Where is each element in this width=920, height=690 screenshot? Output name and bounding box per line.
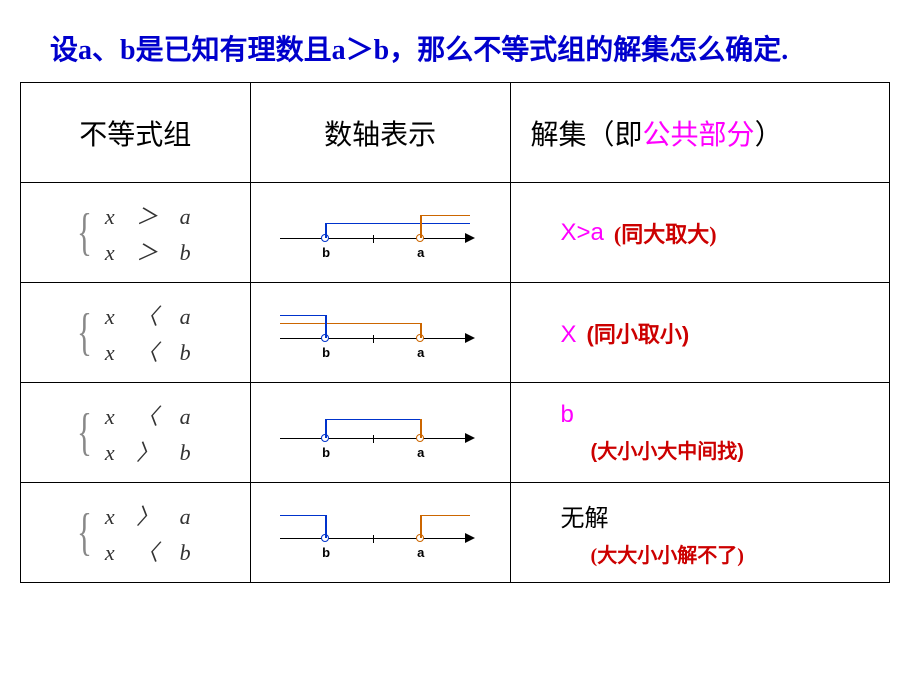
h3-prefix: 解集（即 — [531, 120, 643, 151]
inequality-1: x 〈 a — [105, 297, 199, 333]
inequality-1: x 〉 a — [105, 497, 199, 533]
table-row: {x 〈 ax 〉 bbab(大小小大中间找) — [21, 383, 890, 483]
number-line: ba — [270, 403, 490, 463]
t-sep: 、 — [92, 35, 120, 66]
mnemonic-text: (大小小大中间找) — [531, 429, 889, 464]
label-b: b — [322, 445, 330, 460]
title-block: 设a、b是已知有理数且a＞b，那么不等式组的解集怎么确定. — [0, 0, 920, 82]
t-suffix: ，那么不等式组的解集怎么确定. — [389, 35, 788, 66]
t-cond: a＞b — [332, 35, 390, 66]
solution-text: X>a — [531, 219, 604, 247]
solution-text: 无解 — [531, 505, 609, 532]
mnemonic-text: (同小取小) — [577, 322, 690, 347]
numberline-cell: ba — [250, 183, 510, 283]
t-a: a — [78, 35, 92, 66]
inequality-2: x 〈 b — [105, 333, 199, 369]
label-a: a — [417, 545, 424, 560]
numberline-cell: ba — [250, 383, 510, 483]
h3-suffix: ） — [755, 120, 783, 151]
label-a: a — [417, 245, 424, 260]
header-solution: 解集（即公共部分） — [510, 83, 889, 183]
label-b: b — [322, 245, 330, 260]
solution-cell: X(同小取小) — [510, 283, 889, 383]
label-a: a — [417, 445, 424, 460]
inequality-group-cell: { x 〉 ax 〈 b — [21, 483, 251, 583]
brace-icon: { — [77, 312, 92, 354]
t-b: b — [120, 35, 136, 66]
number-line: ba — [270, 503, 490, 563]
inequality-1: x ＞ a — [105, 197, 199, 233]
brace-icon: { — [77, 212, 92, 254]
table-row: {x ＞ ax ＞ bbaX>a(同大取大) — [21, 183, 890, 283]
solution-cell: 无解(大大小小解不了) — [510, 483, 889, 583]
page-title: 设a、b是已知有理数且a＞b，那么不等式组的解集怎么确定. — [50, 30, 880, 72]
inequality-group-cell: { x 〈 ax 〈 b — [21, 283, 251, 383]
table-header-row: 不等式组 数轴表示 解集（即公共部分） — [21, 83, 890, 183]
solution-text: X(同小取小) — [531, 317, 690, 349]
inequality-2: x ＞ b — [105, 233, 199, 269]
t-prefix: 设 — [50, 35, 78, 66]
inequality-group-cell: { x 〈 ax 〉 b — [21, 383, 251, 483]
brace-icon: { — [77, 412, 92, 454]
h3-highlight: 公共部分 — [643, 120, 755, 151]
t-mid: 是已知有理数且 — [136, 35, 332, 66]
solution-text: b(大小小大中间找) — [531, 401, 889, 464]
number-line: ba — [270, 203, 490, 263]
header-numberline: 数轴表示 — [250, 83, 510, 183]
number-line: ba — [270, 303, 490, 363]
inequality-2: x 〈 b — [105, 533, 199, 569]
inequality-group-cell: { x ＞ ax ＞ b — [21, 183, 251, 283]
numberline-cell: ba — [250, 283, 510, 383]
inequality-2: x 〉 b — [105, 433, 199, 469]
mnemonic-text: (同大取大) — [604, 217, 717, 249]
inequality-table: 不等式组 数轴表示 解集（即公共部分） {x ＞ ax ＞ bbaX>a(同大取… — [20, 82, 890, 583]
brace-icon: { — [77, 512, 92, 554]
solution-cell: b(大小小大中间找) — [510, 383, 889, 483]
header-inequality-group: 不等式组 — [21, 83, 251, 183]
label-b: b — [322, 345, 330, 360]
inequality-1: x 〈 a — [105, 397, 199, 433]
label-b: b — [322, 545, 330, 560]
numberline-cell: ba — [250, 483, 510, 583]
solution-cell: X>a(同大取大) — [510, 183, 889, 283]
table-row: {x 〉 ax 〈 bba无解(大大小小解不了) — [21, 483, 890, 583]
label-a: a — [417, 345, 424, 360]
mnemonic-text: (大大小小解不了) — [531, 533, 889, 568]
table-row: {x 〈 ax 〈 bbaX(同小取小) — [21, 283, 890, 383]
